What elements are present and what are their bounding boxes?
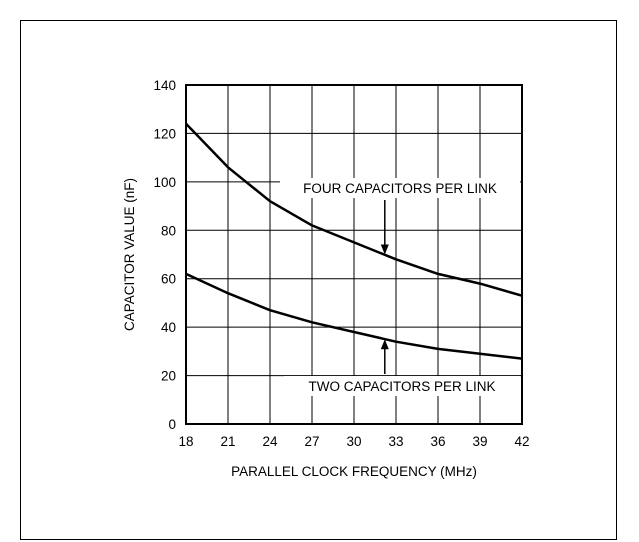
annotation-arrowhead (380, 339, 389, 350)
x-tick-label: 39 (472, 434, 487, 449)
y-tick-label: 120 (153, 126, 176, 141)
grid (185, 84, 523, 425)
annotation-label: FOUR CAPACITORS PER LINK (303, 181, 497, 196)
x-tick-label: 21 (220, 434, 235, 449)
annotations: FOUR CAPACITORS PER LINK TWO CAPACITORS P… (280, 178, 520, 396)
x-tick-label: 30 (346, 434, 361, 449)
x-axis-label: PARALLEL CLOCK FREQUENCY (MHz) (231, 464, 477, 479)
x-tick-label: 27 (304, 434, 319, 449)
x-tick-label: 36 (430, 434, 445, 449)
y-tick-label: 40 (161, 320, 176, 335)
y-tick-label: 0 (168, 417, 176, 432)
y-tick-label: 60 (161, 272, 176, 287)
y-tick-label: 100 (153, 175, 176, 190)
plot-area-border (185, 84, 523, 425)
y-axis-label: CAPACITOR VALUE (nF) (122, 178, 137, 331)
x-tick-labels: 18 21 24 27 30 33 36 39 42 (178, 434, 529, 449)
annotation-label-bg (280, 178, 520, 198)
y-tick-label: 20 (161, 369, 176, 384)
x-tick-label: 42 (514, 434, 529, 449)
y-tick-label: 140 (153, 78, 176, 93)
x-tick-label: 24 (262, 434, 278, 449)
x-tick-label: 33 (388, 434, 403, 449)
x-tick-label: 18 (178, 434, 193, 449)
y-tick-labels: 0 20 40 60 80 100 120 140 (153, 78, 176, 432)
annotation-label-bg (284, 376, 520, 396)
figure-frame (20, 20, 617, 540)
annotation-arrowhead (380, 244, 389, 255)
annotation-label: TWO CAPACITORS PER LINK (308, 379, 495, 394)
y-tick-label: 80 (161, 223, 176, 238)
